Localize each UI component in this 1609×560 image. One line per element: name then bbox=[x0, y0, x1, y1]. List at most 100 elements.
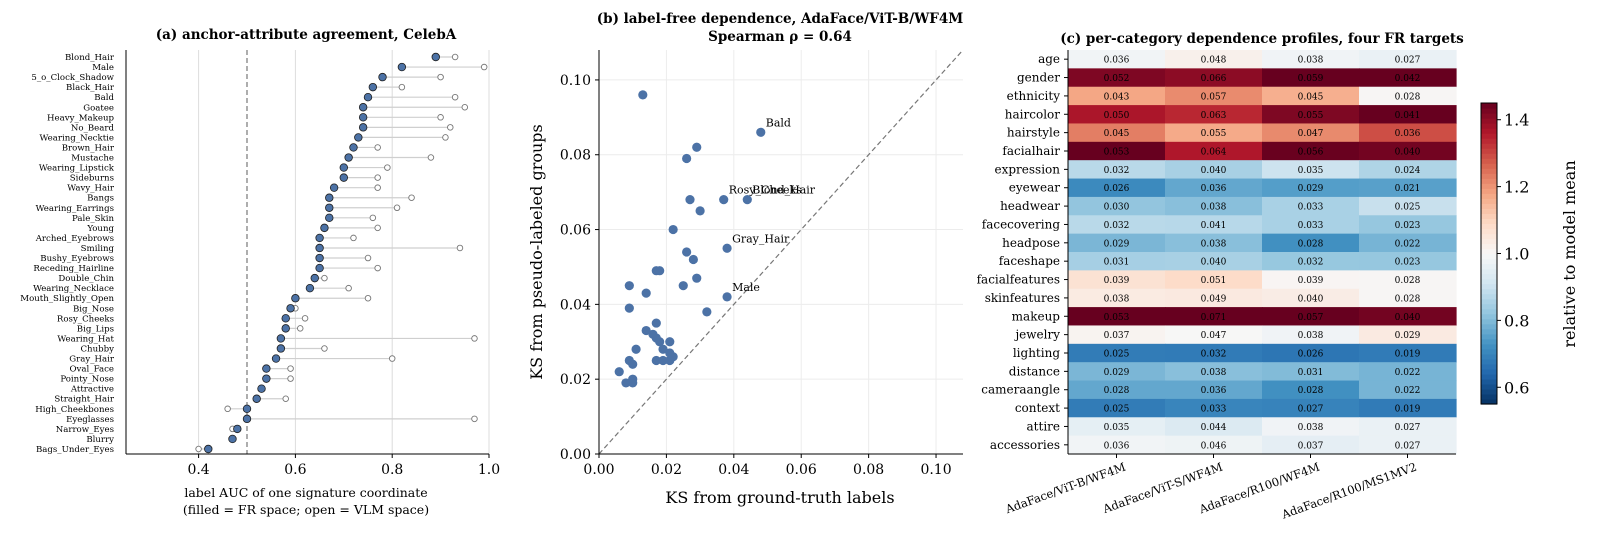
heatmap-cell bbox=[1068, 270, 1166, 290]
fr-point bbox=[291, 294, 300, 303]
colorbar-segment bbox=[1481, 128, 1497, 134]
cell-value: 0.063 bbox=[1201, 111, 1227, 121]
attribute-label: Narrow_Eyes bbox=[56, 425, 114, 435]
attribute-label: No_Beard bbox=[71, 123, 115, 133]
colorbar-segment bbox=[1481, 248, 1497, 255]
heatmap-cell bbox=[1165, 105, 1263, 125]
row-label: headpose bbox=[1002, 236, 1060, 250]
row-label: hairstyle bbox=[1007, 126, 1060, 140]
colorbar-segment bbox=[1481, 208, 1497, 214]
colorbar-segment bbox=[1481, 253, 1497, 260]
heatmap-cell bbox=[1262, 160, 1360, 180]
heatmap-cell bbox=[1262, 68, 1360, 88]
colorbar-segment bbox=[1481, 313, 1497, 320]
cell-value: 0.027 bbox=[1395, 56, 1421, 66]
attribute-label: Arched_Eyebrows bbox=[35, 234, 114, 244]
colorbar-segment bbox=[1481, 108, 1497, 114]
colorbar-segment bbox=[1481, 148, 1497, 154]
heatmap-cell bbox=[1262, 196, 1360, 216]
scatter-point bbox=[678, 281, 688, 291]
x-tick-label: 0.4 bbox=[187, 462, 209, 478]
attribute-label: Blurry bbox=[86, 435, 114, 445]
vlm-point bbox=[287, 375, 294, 382]
vlm-point bbox=[388, 355, 396, 362]
cell-value: 0.038 bbox=[1298, 56, 1324, 66]
cell-value: 0.032 bbox=[1104, 221, 1130, 231]
colorbar-segment bbox=[1481, 183, 1497, 189]
y-tick-label: 0.10 bbox=[560, 73, 591, 89]
colorbar-segment bbox=[1481, 173, 1497, 179]
heatmap-cell bbox=[1068, 160, 1166, 180]
colorbar-segment bbox=[1481, 288, 1497, 295]
scatter-point bbox=[624, 303, 634, 313]
heatmap-cell bbox=[1262, 288, 1360, 308]
colorbar-segment bbox=[1481, 378, 1497, 385]
row-label: lighting bbox=[1013, 346, 1060, 360]
cell-value: 0.025 bbox=[1104, 405, 1130, 415]
colorbar-segment bbox=[1481, 238, 1497, 245]
attribute-label: Smiling bbox=[81, 244, 115, 254]
scatter-point bbox=[655, 266, 665, 276]
attribute-label: Blond_Hair bbox=[65, 53, 115, 63]
cell-value: 0.057 bbox=[1298, 313, 1324, 323]
attribute-label: Black_Hair bbox=[66, 83, 115, 93]
scatter-point bbox=[621, 378, 631, 388]
fr-point bbox=[325, 193, 334, 202]
vlm-point bbox=[408, 194, 415, 201]
colorbar-segment bbox=[1481, 133, 1497, 139]
vlm-point bbox=[384, 164, 391, 171]
cell-value: 0.025 bbox=[1104, 350, 1130, 360]
attribute-label: Mouth_Slightly_Open bbox=[20, 294, 114, 304]
row-label: facialhair bbox=[1002, 144, 1060, 158]
point-annotation: Bald bbox=[766, 116, 791, 129]
scatter-point bbox=[756, 127, 766, 137]
cell-value: 0.055 bbox=[1201, 129, 1227, 139]
x-tick-label: 0.00 bbox=[583, 462, 614, 478]
scatter-point bbox=[651, 318, 661, 328]
cell-value: 0.039 bbox=[1104, 276, 1130, 286]
fr-point bbox=[329, 183, 339, 192]
scatter-point bbox=[692, 273, 702, 283]
heatmap-cell bbox=[1068, 288, 1166, 308]
colorbar-segment bbox=[1481, 293, 1497, 300]
colorbar-segment bbox=[1481, 343, 1497, 350]
attribute-label: Goatee bbox=[83, 103, 114, 113]
cell-value: 0.041 bbox=[1395, 111, 1421, 121]
colorbar-segment bbox=[1481, 223, 1497, 230]
colorbar-segment bbox=[1481, 168, 1497, 174]
colorbar-segment bbox=[1481, 363, 1497, 370]
heatmap-cell bbox=[1359, 233, 1457, 253]
cell-value: 0.045 bbox=[1298, 92, 1324, 102]
cell-value: 0.028 bbox=[1395, 276, 1421, 286]
cell-value: 0.066 bbox=[1201, 74, 1227, 84]
vlm-point bbox=[451, 93, 459, 101]
scatter-point bbox=[682, 153, 692, 164]
heatmap-cell bbox=[1165, 86, 1263, 106]
colorbar-segment bbox=[1481, 218, 1497, 224]
colorbar-segment bbox=[1481, 373, 1497, 380]
heatmap-cell bbox=[1068, 380, 1166, 400]
cell-value: 0.019 bbox=[1395, 405, 1421, 415]
colorbar-segment bbox=[1481, 368, 1497, 375]
heatmap-cell bbox=[1262, 178, 1360, 198]
fr-point bbox=[397, 62, 407, 72]
x-tick-label: 0.08 bbox=[853, 462, 884, 478]
attribute-label: Wearing_Earrings bbox=[36, 204, 114, 214]
scatter-point bbox=[638, 90, 648, 100]
colorbar-segment bbox=[1481, 113, 1497, 119]
heatmap-cell bbox=[1068, 141, 1166, 161]
fr-point bbox=[271, 354, 281, 363]
cell-value: 0.040 bbox=[1395, 313, 1421, 323]
colorbar-tick-label: 1.0 bbox=[1504, 245, 1529, 264]
cell-value: 0.038 bbox=[1201, 368, 1227, 378]
cell-value: 0.038 bbox=[1201, 203, 1227, 213]
cell-value: 0.021 bbox=[1395, 184, 1421, 194]
attribute-label: Straight_Hair bbox=[54, 395, 114, 405]
attribute-label: Rosy_Cheeks bbox=[57, 314, 114, 324]
heatmap-cell bbox=[1068, 252, 1166, 271]
vlm-point bbox=[374, 224, 381, 232]
vlm-point bbox=[374, 264, 381, 272]
vlm-point bbox=[350, 234, 357, 242]
heatmap-cell bbox=[1068, 86, 1166, 106]
